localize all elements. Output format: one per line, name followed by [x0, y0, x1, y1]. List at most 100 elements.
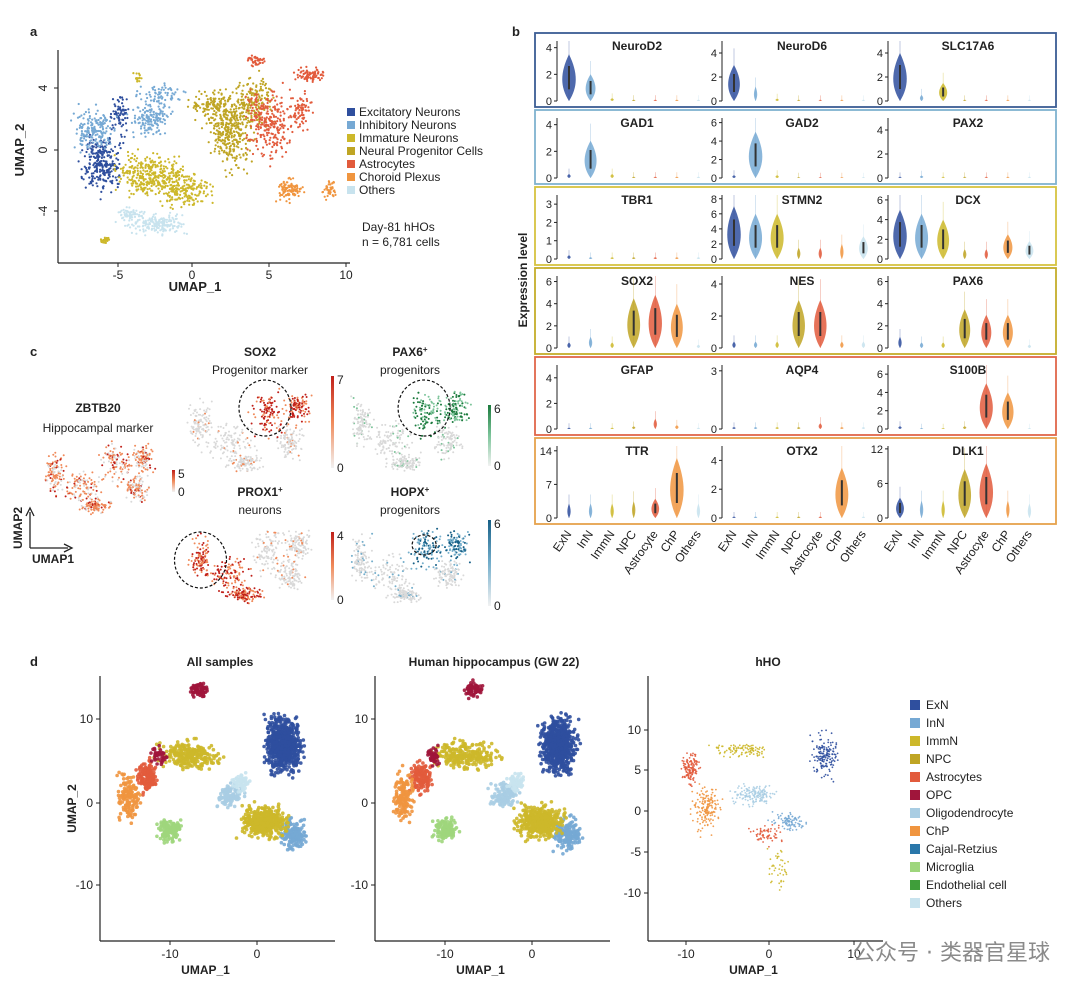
- cell-point: [100, 190, 103, 193]
- cell-point: [244, 462, 247, 465]
- cell-point: [231, 156, 234, 159]
- cell-point: [124, 224, 127, 227]
- cell-point: [350, 395, 353, 398]
- cell-point: [280, 147, 284, 150]
- cell-point: [92, 485, 95, 488]
- cell-point: [298, 406, 301, 409]
- cell-point: [214, 444, 217, 446]
- cell-point: [102, 148, 105, 151]
- cell-point: [118, 476, 120, 479]
- cell-point: [138, 464, 141, 467]
- cell-point: [263, 107, 266, 110]
- cell-point: [119, 96, 122, 99]
- cell-point: [381, 424, 384, 426]
- cell-point: [118, 451, 121, 454]
- cell-point: [438, 419, 441, 422]
- cell-point: [304, 71, 307, 74]
- violin-InN: [919, 95, 924, 101]
- cell-point: [261, 83, 264, 86]
- cell-point: [419, 451, 422, 454]
- violin-Astrocyte: [984, 176, 988, 178]
- cell-point: [202, 190, 206, 193]
- cell-point: [231, 123, 234, 126]
- cell-point: [109, 126, 112, 130]
- cell-point: [219, 145, 222, 148]
- cell-point: [245, 111, 248, 114]
- cell-point: [298, 403, 301, 406]
- cell-point: [232, 142, 235, 145]
- cell-point: [131, 184, 134, 187]
- cell-point: [94, 119, 97, 122]
- cell-point: [173, 174, 176, 177]
- cell-point: [302, 99, 305, 103]
- cell-point: [244, 118, 247, 121]
- cell-point: [305, 400, 308, 403]
- cell-point: [121, 217, 124, 220]
- cell-point: [297, 68, 300, 72]
- cell-point: [282, 119, 285, 122]
- cell-point: [445, 396, 448, 399]
- y-tick-label: 0: [711, 343, 717, 355]
- cell-point: [227, 111, 231, 114]
- cell-point: [200, 179, 203, 182]
- cell-point: [293, 415, 296, 418]
- cell-point: [276, 126, 279, 129]
- cell-point: [152, 116, 155, 119]
- cell-point: [243, 101, 246, 104]
- violin-Astrocyte: [818, 99, 822, 101]
- cell-point: [97, 480, 100, 483]
- cell-point: [171, 110, 174, 113]
- cell-point: [206, 445, 209, 448]
- cell-point: [53, 467, 56, 470]
- cell-point: [80, 136, 83, 139]
- cell-point: [187, 98, 190, 102]
- cell-point: [129, 226, 132, 229]
- cell-point: [260, 123, 263, 126]
- cell-point: [260, 102, 263, 105]
- cell-point: [294, 445, 297, 448]
- cell-point: [138, 74, 141, 77]
- cell-point: [84, 506, 87, 509]
- violin-Astrocyte: [818, 516, 822, 518]
- cell-point: [113, 164, 116, 167]
- cell-point: [272, 96, 275, 99]
- cell-point: [367, 408, 370, 411]
- cell-point: [126, 181, 129, 184]
- cell-point: [192, 412, 195, 415]
- violin-ChP: [1006, 176, 1010, 178]
- cell-point: [75, 132, 78, 135]
- cell-point: [110, 128, 113, 131]
- cell-point: [258, 58, 261, 62]
- cell-point: [126, 150, 130, 154]
- cell-point: [87, 492, 90, 495]
- cell-point: [120, 133, 123, 136]
- cell-point: [100, 164, 103, 167]
- cell-point: [123, 211, 126, 214]
- cell-point: [158, 190, 161, 193]
- cell-point: [133, 496, 136, 499]
- cell-point: [202, 192, 205, 195]
- cell-point: [54, 455, 57, 458]
- cell-point: [241, 89, 244, 92]
- cell-point: [125, 496, 128, 499]
- cell-point: [142, 455, 145, 458]
- cell-point: [292, 447, 295, 450]
- cell-point: [439, 413, 442, 416]
- cell-point: [242, 84, 245, 87]
- cell-point: [211, 201, 214, 204]
- cell-point: [158, 113, 161, 116]
- cell-point: [313, 73, 316, 76]
- cell-point: [93, 177, 96, 180]
- cell-point: [139, 488, 141, 491]
- cell-point: [460, 412, 463, 415]
- cell-point: [121, 452, 124, 455]
- cell-point: [141, 119, 144, 122]
- cell-point: [119, 466, 122, 469]
- cell-point: [220, 125, 223, 129]
- cell-point: [109, 112, 113, 116]
- cell-point: [242, 460, 245, 463]
- cell-point: [367, 434, 370, 437]
- cell-point: [300, 405, 303, 408]
- gene-title: PAX2: [953, 116, 984, 130]
